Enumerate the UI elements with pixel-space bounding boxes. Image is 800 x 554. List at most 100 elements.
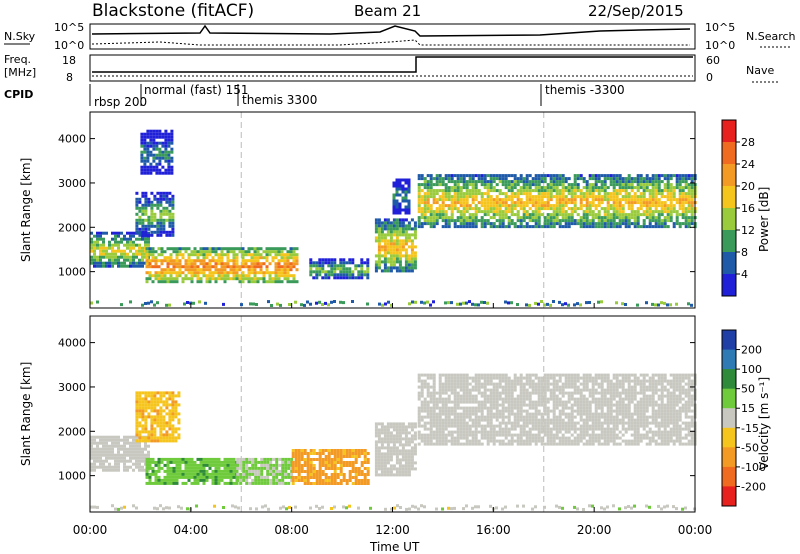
heatmap-cell [235, 256, 239, 260]
heatmap-cell [205, 478, 209, 482]
heatmap-cell [324, 482, 328, 485]
heatmap-cell [534, 373, 538, 377]
heatmap-cell [162, 403, 166, 407]
heatmap-cell [360, 452, 364, 455]
heatmap-cell [546, 198, 550, 202]
heatmap-cell [558, 213, 562, 217]
heatmap-cell [336, 273, 340, 277]
heatmap-cell [147, 430, 151, 434]
heatmap-cell [669, 201, 673, 205]
heatmap-cell [504, 385, 508, 389]
heatmap-cell [462, 442, 466, 446]
heatmap-cell [250, 271, 254, 275]
heatmap-cell [161, 132, 165, 136]
heatmap-cell [291, 470, 295, 473]
heatmap-cell [171, 394, 175, 398]
heatmap-cell [504, 394, 508, 398]
heatmap-cell [357, 467, 361, 470]
heatmap-cell [552, 385, 556, 389]
heatmap-cell [531, 195, 535, 199]
ground-scatter-cell [198, 300, 201, 304]
heatmap-cell [435, 400, 439, 404]
heatmap-cell [166, 262, 170, 266]
heatmap-cell [636, 183, 640, 187]
heatmap-cell [277, 247, 281, 251]
heatmap-cell [450, 379, 454, 383]
heatmap-cell [245, 481, 249, 485]
heatmap-cell [528, 213, 532, 217]
heatmap-cell [591, 204, 595, 208]
heatmap-cell [492, 439, 496, 443]
heatmap-cell [420, 409, 424, 413]
heatmap-cell [90, 237, 93, 241]
heatmap-cell [141, 415, 145, 419]
heatmap-cell [306, 473, 310, 476]
heatmap-cell [519, 222, 523, 226]
heatmap-cell [404, 193, 408, 197]
heatmap-cell [374, 470, 378, 474]
heatmap-cell [158, 162, 162, 166]
heatmap-cell [441, 400, 445, 404]
heatmap-cell [108, 444, 111, 448]
heatmap-cell [300, 470, 304, 473]
heatmap-cell [132, 240, 135, 244]
heatmap-cell [135, 412, 139, 416]
heatmap-cell [151, 469, 155, 473]
heatmap-cell [211, 463, 215, 467]
heatmap-cell [549, 177, 553, 181]
heatmap-cell [639, 201, 643, 205]
heatmap-cell [480, 198, 484, 202]
heatmap-cell [166, 463, 170, 467]
heatmap-cell [522, 189, 526, 193]
heatmap-cell [392, 242, 396, 246]
heatmap-cell [561, 183, 565, 187]
heatmap-cell [435, 183, 439, 187]
heatmap-cell [138, 412, 142, 416]
heatmap-cell [489, 373, 493, 377]
heatmap-cell [171, 224, 175, 228]
heatmap-cell [495, 210, 499, 214]
heatmap-cell [417, 430, 421, 434]
heatmap-cell [489, 222, 493, 226]
heatmap-cell [612, 207, 616, 211]
heatmap-cell [383, 218, 387, 222]
heatmap-cell [265, 259, 269, 263]
heatmap-cell [669, 174, 673, 178]
heatmap-cell [432, 391, 436, 395]
heatmap-cell [513, 207, 517, 211]
heatmap-cell [483, 424, 487, 428]
heatmap-cell [507, 382, 511, 386]
heatmap-cell [211, 274, 215, 278]
heatmap-cell [306, 476, 310, 479]
heatmap-cell [160, 268, 164, 272]
heatmap-cell [383, 431, 387, 435]
heatmap-cell [429, 439, 433, 443]
heatmap-cell [114, 444, 117, 448]
heatmap-cell [480, 192, 484, 196]
heatmap-cell [123, 459, 126, 463]
heatmap-cell [489, 174, 493, 178]
heatmap-cell [114, 468, 117, 472]
heatmap-cell [166, 247, 170, 251]
heatmap-cell [260, 469, 264, 473]
heatmap-cell [401, 233, 405, 237]
heatmap-cell [141, 409, 145, 413]
heatmap-cell [516, 379, 520, 383]
heatmap-cell [354, 276, 358, 280]
heatmap-cell [401, 254, 405, 258]
heatmap-cell [630, 177, 634, 181]
heatmap-cell [292, 274, 296, 278]
heatmap-cell [196, 457, 200, 461]
cpid-segment-themis: themis 3300 [242, 93, 317, 107]
heatmap-cell [99, 456, 102, 460]
heatmap-cell [259, 268, 263, 272]
heatmap-cell [190, 259, 194, 263]
heatmap-cell [675, 186, 679, 190]
heatmap-cell [404, 199, 408, 203]
heatmap-cell [654, 189, 658, 193]
heatmap-cell [507, 189, 511, 193]
heatmap-cell [111, 441, 114, 445]
heatmap-cell [630, 183, 634, 187]
heatmap-cell [531, 421, 535, 425]
heatmap-cell [395, 211, 399, 215]
